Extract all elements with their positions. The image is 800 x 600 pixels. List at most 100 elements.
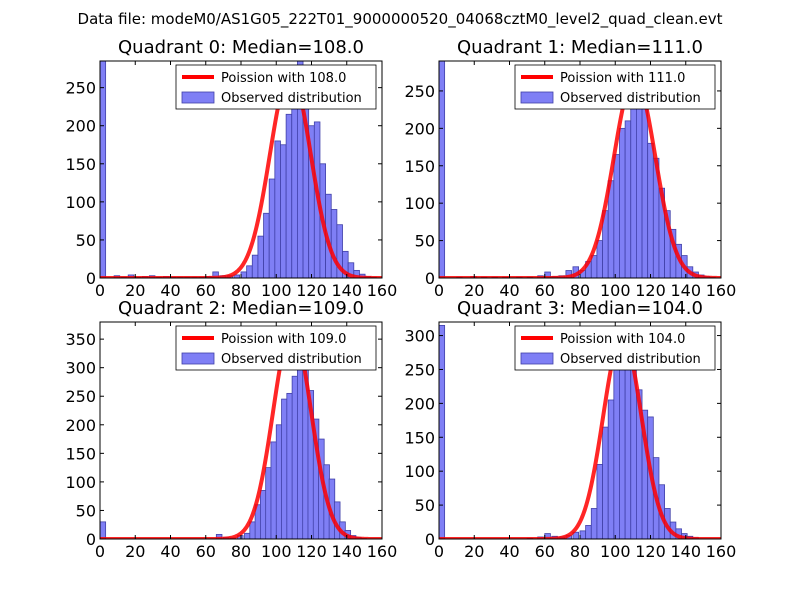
x-tick-label: 20 bbox=[125, 542, 145, 561]
panel-title: Quadrant 0: Median=108.0 bbox=[118, 37, 364, 58]
x-tick-label: 20 bbox=[464, 281, 484, 300]
histogram-bar bbox=[263, 212, 270, 278]
histogram-bar bbox=[630, 98, 637, 278]
legend: Poission with 111.0 Observed distribution bbox=[514, 64, 716, 110]
panel-title: Quadrant 2: Median=109.0 bbox=[118, 298, 364, 319]
legend-label-observed: Observed distribution bbox=[221, 91, 362, 106]
quadrant-3-panel: Quadrant 3: Median=104.00 20 40 60 80 100 120 1… bbox=[404, 298, 736, 561]
y-tick-label: 300 bbox=[404, 327, 435, 346]
quadrant-1-panel: Quadrant 1: Median=111.00 20 40 60 80 100 120 1… bbox=[404, 37, 736, 300]
histogram-bar bbox=[244, 532, 251, 539]
histogram-bar bbox=[286, 392, 293, 539]
y-tick-label: 150 bbox=[404, 428, 435, 447]
y-tick-label: 0 bbox=[86, 269, 96, 288]
y-tick-label: 200 bbox=[404, 394, 435, 413]
histogram-bar bbox=[251, 254, 259, 278]
poisson-fit-line bbox=[100, 70, 382, 278]
histogram-bar bbox=[268, 178, 276, 278]
legend: Poission with 108.0 Observed distribution bbox=[175, 64, 377, 110]
histogram-bar bbox=[579, 530, 587, 539]
histogram-bar bbox=[280, 144, 287, 278]
histogram-bar bbox=[291, 375, 299, 539]
y-tick-label: 100 bbox=[65, 193, 96, 212]
x-tick-label: 160 bbox=[706, 542, 737, 561]
legend-bar-swatch bbox=[181, 91, 215, 104]
x-tick-label: 0 bbox=[434, 542, 444, 561]
x-tick-label: 100 bbox=[600, 542, 631, 561]
poisson-fit-line bbox=[100, 326, 382, 539]
histogram-bar bbox=[613, 154, 620, 278]
x-tick-label: 160 bbox=[367, 281, 398, 300]
legend-label-fit: Poission with 108.0 bbox=[221, 71, 346, 86]
y-tick-label: 100 bbox=[65, 473, 96, 492]
x-tick-label: 160 bbox=[367, 542, 398, 561]
legend-label-fit: Poission with 111.0 bbox=[560, 71, 685, 86]
y-tick-label: 350 bbox=[65, 330, 96, 349]
y-tick-label: 150 bbox=[65, 155, 96, 174]
x-tick-label: 100 bbox=[261, 281, 292, 300]
x-tick-label: 60 bbox=[535, 542, 555, 561]
y-tick-label: 50 bbox=[76, 501, 96, 520]
histogram-bar bbox=[607, 399, 615, 539]
histogram-bar bbox=[100, 521, 107, 539]
histogram-bar bbox=[281, 398, 288, 539]
legend-label-observed: Observed distribution bbox=[560, 352, 701, 367]
histogram-bar bbox=[249, 521, 256, 539]
y-tick-label: 250 bbox=[404, 360, 435, 379]
y-tick-label: 250 bbox=[65, 79, 96, 98]
y-tick-label: 0 bbox=[86, 530, 96, 549]
x-tick-label: 40 bbox=[499, 281, 519, 300]
poisson-fit-line bbox=[439, 75, 721, 278]
y-tick-label: 250 bbox=[65, 387, 96, 406]
x-tick-label: 140 bbox=[670, 542, 701, 561]
x-tick-label: 0 bbox=[434, 281, 444, 300]
quadrant-0-panel: Quadrant 0: Median=108.00 20 40 60 80 100 120 1… bbox=[65, 37, 397, 300]
histogram-bar bbox=[275, 424, 283, 539]
legend-label-fit: Poission with 104.0 bbox=[560, 332, 685, 347]
x-tick-label: 160 bbox=[706, 281, 737, 300]
legend: Poission with 104.0 Observed distribution bbox=[514, 325, 716, 371]
histogram-bar bbox=[585, 525, 592, 539]
histogram-bar bbox=[590, 508, 598, 539]
y-tick-label: 50 bbox=[76, 231, 96, 250]
histogram-bar bbox=[285, 113, 293, 278]
legend-label-fit: Poission with 109.0 bbox=[221, 332, 346, 347]
poisson-fit-line bbox=[439, 333, 721, 539]
x-tick-label: 120 bbox=[635, 542, 666, 561]
y-tick-label: 50 bbox=[415, 496, 435, 515]
histogram-bar bbox=[100, 61, 107, 278]
histogram-bar bbox=[641, 94, 649, 278]
y-tick-label: 300 bbox=[65, 359, 96, 378]
x-tick-label: 100 bbox=[600, 281, 631, 300]
histogram-bar bbox=[619, 127, 626, 278]
histogram-bar bbox=[296, 353, 304, 539]
legend-label-observed: Observed distribution bbox=[560, 91, 701, 106]
y-tick-label: 150 bbox=[65, 444, 96, 463]
histogram-bar bbox=[270, 441, 278, 539]
y-tick-label: 0 bbox=[425, 269, 435, 288]
y-tick-label: 150 bbox=[404, 157, 435, 176]
y-tick-label: 200 bbox=[65, 416, 96, 435]
histogram-bar bbox=[624, 120, 632, 278]
histogram-bar bbox=[215, 534, 223, 539]
histogram-bar bbox=[212, 271, 219, 278]
panel-title: Quadrant 1: Median=111.0 bbox=[457, 37, 703, 58]
histogram-bar bbox=[596, 464, 603, 539]
histogram-bar bbox=[647, 142, 654, 278]
histogram-bar bbox=[257, 235, 264, 278]
x-tick-label: 120 bbox=[296, 281, 327, 300]
histogram-bar bbox=[246, 265, 253, 278]
x-tick-label: 120 bbox=[635, 281, 666, 300]
panel-title: Quadrant 3: Median=104.0 bbox=[457, 298, 703, 319]
legend-bar-swatch bbox=[520, 352, 554, 365]
y-tick-label: 200 bbox=[404, 119, 435, 138]
histogram-bar bbox=[572, 531, 579, 539]
x-tick-label: 60 bbox=[196, 542, 216, 561]
y-tick-label: 250 bbox=[404, 82, 435, 101]
legend: Poission with 109.0 Observed distribution bbox=[175, 325, 377, 371]
y-tick-label: 200 bbox=[65, 117, 96, 136]
x-tick-label: 100 bbox=[261, 542, 292, 561]
legend-label-observed: Observed distribution bbox=[221, 352, 362, 367]
x-tick-label: 80 bbox=[231, 542, 251, 561]
x-tick-label: 20 bbox=[125, 281, 145, 300]
